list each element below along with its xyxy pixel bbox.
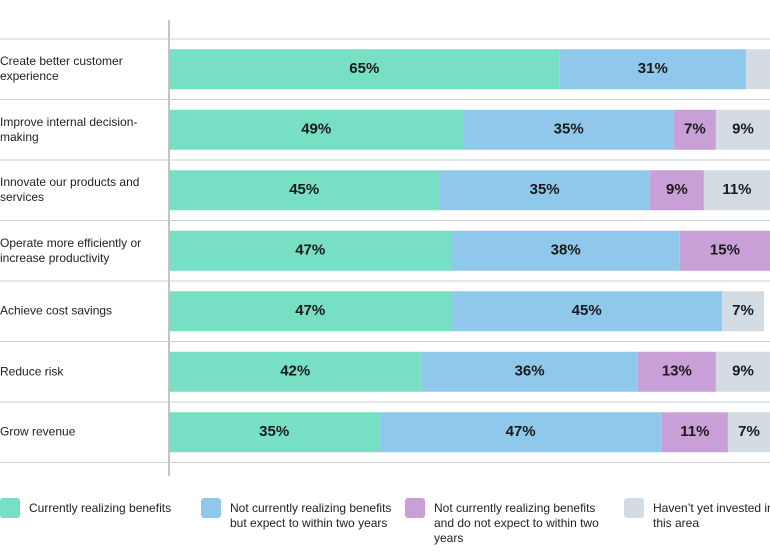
category-label: Reduce risk: [0, 364, 64, 379]
value-label: 65%: [349, 60, 379, 77]
bar-segment: [169, 291, 452, 332]
legend-swatch: [624, 498, 644, 518]
value-label: 13%: [662, 363, 692, 380]
bar-segment: [637, 351, 716, 392]
value-label: 47%: [295, 242, 325, 259]
legend-label: Haven’t yet invested in this area: [653, 501, 770, 530]
value-label: 42%: [280, 363, 310, 380]
legend-swatch: [405, 498, 425, 518]
value-label: 47%: [295, 302, 325, 319]
legend-swatch: [0, 498, 20, 518]
bar-segment: [439, 170, 650, 211]
value-label: 7%: [732, 302, 754, 319]
value-label: 35%: [530, 181, 560, 198]
value-label: 7%: [684, 121, 706, 138]
bar-segment: [169, 412, 380, 453]
value-label: 9%: [732, 121, 754, 138]
value-label: 45%: [289, 181, 319, 198]
bar-segment: [649, 170, 704, 211]
value-label: 49%: [301, 121, 331, 138]
value-label: 45%: [572, 302, 602, 319]
bar-segment: [703, 170, 770, 211]
bar-segment: [169, 109, 464, 150]
value-label: 9%: [732, 363, 754, 380]
value-label: 35%: [259, 423, 289, 440]
legend-label: Currently realizing benefits: [29, 501, 172, 515]
value-label: 7%: [738, 423, 760, 440]
bar-segment: [379, 412, 662, 453]
bar-segment: [559, 49, 746, 90]
category-label: Operate more efficiently or increase pro…: [0, 235, 142, 265]
legend-swatch: [201, 498, 221, 518]
bar-segment: [673, 109, 716, 150]
value-label: 15%: [710, 242, 740, 259]
value-label: 11%: [680, 423, 709, 440]
category-label: Improve internal decision-making: [0, 114, 138, 144]
value-label: 36%: [515, 363, 545, 380]
bar-segment: [721, 291, 764, 332]
bar-segment: [169, 170, 440, 211]
value-label: 38%: [551, 242, 581, 259]
bar-segment: [715, 351, 770, 392]
value-label: 9%: [666, 181, 688, 198]
bar-segment: [169, 230, 452, 271]
value-label: 11%: [722, 181, 751, 198]
legend-label: Not currently realizing benefits but exp…: [230, 501, 392, 530]
bar-segment: [463, 109, 674, 150]
bar-segment: [715, 109, 770, 150]
bar-segment: [451, 230, 680, 271]
category-label: Create better customer experience: [0, 54, 123, 84]
bar-segment: [727, 412, 770, 453]
bar-segment: [661, 412, 728, 453]
bar-segment: [421, 351, 638, 392]
category-label: Achieve cost savings: [0, 303, 113, 318]
category-label: Innovate our products and services: [0, 175, 140, 205]
bar-segment: [745, 49, 770, 90]
value-label: 35%: [554, 121, 584, 138]
category-label: Grow revenue: [0, 424, 76, 439]
value-label: 31%: [638, 60, 668, 77]
bar-segment: [169, 49, 560, 90]
bar-segment: [451, 291, 722, 332]
legend-label: Not currently realizing benefits and do …: [434, 501, 599, 545]
bar-segment: [169, 351, 422, 392]
bar-segment: [679, 230, 770, 271]
value-label: 47%: [506, 423, 536, 440]
